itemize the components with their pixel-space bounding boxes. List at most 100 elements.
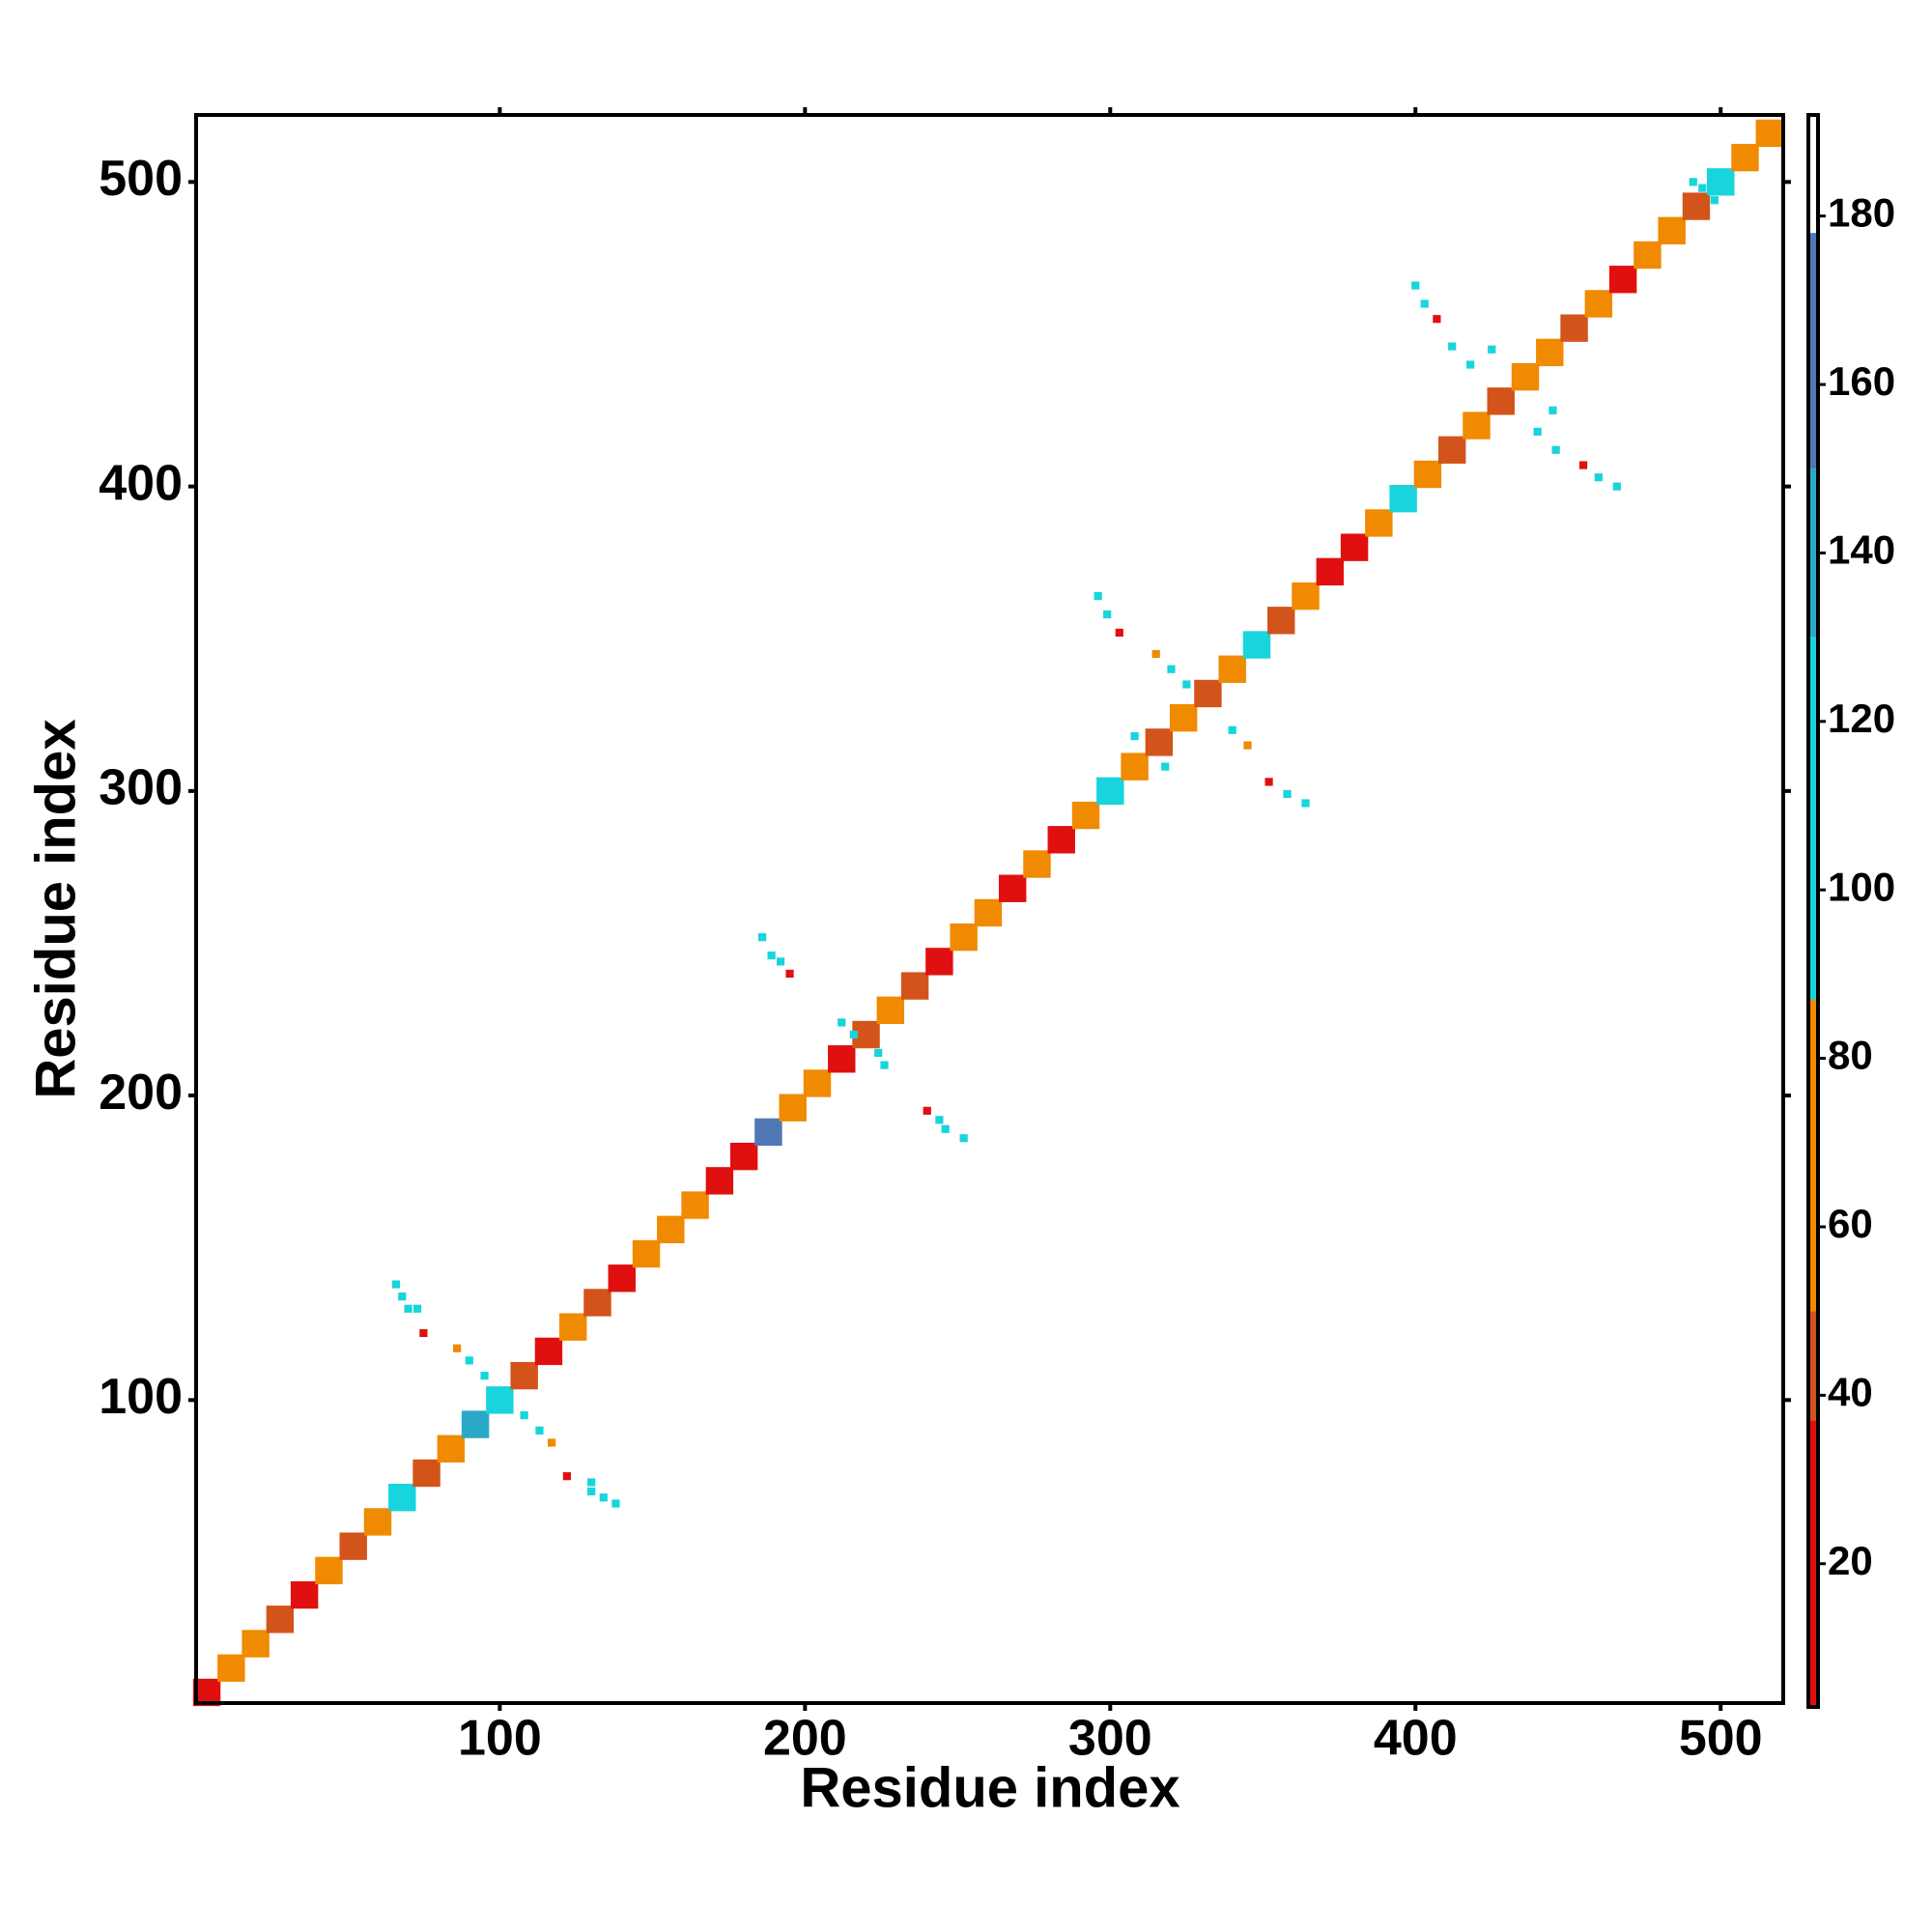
diagonal-cell: [1511, 362, 1540, 391]
contact-cell: [1167, 665, 1176, 673]
diagonal-cell: [828, 1045, 856, 1073]
plot-frame: [194, 113, 1785, 1705]
diagonal-cell: [1145, 728, 1174, 756]
contact-cell: [1578, 461, 1588, 469]
contact-cell: [1594, 473, 1603, 482]
contact-cell: [1228, 725, 1236, 734]
diagonal-cell: [1071, 801, 1100, 830]
diagonal-cell: [1365, 509, 1393, 537]
colorbar-tick-label: 40: [1828, 1369, 1873, 1414]
x-tick-label: 200: [763, 1711, 847, 1767]
diagonal-cell: [1267, 607, 1295, 635]
diagonal-cell: [998, 874, 1027, 902]
diagonal-cell: [1340, 533, 1369, 561]
y-tick-label: 400: [99, 455, 183, 511]
contact-cell: [923, 1106, 931, 1115]
diagonal-cell: [1242, 631, 1271, 659]
contact-cell: [391, 1280, 401, 1289]
contact-cell: [587, 1478, 596, 1487]
contact-cell: [1283, 789, 1292, 799]
diagonal-cell: [925, 948, 953, 976]
colorbar-frame: [1806, 113, 1820, 1709]
diagonal-cell: [1755, 119, 1783, 148]
contact-cell: [1130, 732, 1139, 741]
colorbar-segment: [1808, 1420, 1818, 1707]
contact-cell: [419, 1328, 428, 1338]
contact-cell: [1264, 778, 1273, 786]
contact-cell: [1094, 591, 1102, 601]
colorbar-segment: [1808, 999, 1818, 1312]
diagonal-cell: [632, 1239, 661, 1268]
contact-cell: [1433, 315, 1441, 324]
diagonal-cell: [242, 1630, 270, 1658]
diagonal-cell: [1169, 703, 1198, 732]
diagonal-cell: [217, 1654, 245, 1682]
contact-cell: [412, 1304, 422, 1313]
diagonal-cell: [950, 923, 978, 952]
colorbar-segment: [1808, 115, 1818, 234]
diagonal-cell: [1608, 266, 1637, 294]
contact-cell: [1115, 628, 1123, 638]
colorbar-segment: [1808, 637, 1818, 1000]
contact-cell: [535, 1426, 544, 1435]
diagonal-cell: [510, 1361, 538, 1390]
contact-cell: [562, 1472, 572, 1481]
diagonal-cell: [1682, 192, 1711, 220]
diagonal-cell: [1096, 777, 1124, 806]
y-tick-label: 300: [99, 760, 183, 816]
colorbar-segment: [1808, 1311, 1818, 1421]
diagonal-cell: [729, 1142, 758, 1171]
diagonal-cell: [705, 1167, 734, 1195]
diagonal-cell: [1218, 655, 1246, 683]
contact-cell: [785, 969, 794, 979]
diagonal-cell: [1194, 679, 1222, 708]
diagonal-cell: [803, 1069, 832, 1097]
contact-cell: [453, 1344, 462, 1352]
contact-cell: [1411, 281, 1420, 290]
x-axis-label: Residue index: [800, 1756, 1179, 1819]
x-tick-label: 500: [1679, 1711, 1763, 1767]
contact-cell: [1488, 345, 1496, 354]
diagonal-cell: [681, 1191, 709, 1219]
contact-cell: [1710, 196, 1719, 205]
contact-cell: [959, 1134, 968, 1143]
colorbar-segment: [1808, 233, 1818, 469]
contact-cell: [611, 1499, 620, 1508]
diagonal-cell: [437, 1435, 466, 1463]
contact-cell: [941, 1124, 950, 1133]
contact-cell: [547, 1438, 556, 1447]
diagonal-cell: [363, 1508, 392, 1536]
diagonal-cell: [266, 1605, 295, 1634]
y-tick-label: 200: [99, 1065, 183, 1121]
contact-cell: [398, 1293, 407, 1301]
diagonal-cell: [779, 1094, 807, 1122]
diagonal-cell: [558, 1313, 587, 1341]
diagonal-cell: [900, 972, 929, 1000]
contact-cell: [1420, 299, 1429, 308]
contact-cell: [1698, 184, 1707, 192]
contact-cell: [838, 1018, 846, 1027]
diagonal-cell: [339, 1532, 367, 1560]
diagonal-cell: [1536, 338, 1564, 367]
diagonal-cell: [388, 1484, 416, 1512]
diagonal-cell: [1047, 826, 1075, 854]
diagonal-cell: [1658, 216, 1686, 244]
contact-cell: [1689, 178, 1697, 186]
contact-cell: [880, 1061, 889, 1069]
diagonal-cell: [1731, 143, 1759, 172]
contact-cell: [1612, 482, 1621, 491]
diagonal-cell: [412, 1459, 440, 1488]
diagonal-cell: [608, 1264, 636, 1293]
y-axis-label: Residue index: [24, 719, 87, 1098]
x-tick-label: 400: [1374, 1711, 1458, 1767]
contact-cell: [849, 1030, 859, 1039]
diagonal-cell: [1707, 168, 1735, 196]
diagonal-cell: [1560, 314, 1588, 342]
contact-cell: [767, 951, 776, 960]
y-tick-label: 100: [99, 1369, 183, 1425]
contact-cell: [404, 1304, 412, 1313]
colorbar-tick-label: 140: [1828, 527, 1895, 573]
contact-cell: [935, 1116, 944, 1124]
diagonal-cell: [315, 1556, 343, 1585]
colorbar-tick-label: 120: [1828, 696, 1895, 741]
